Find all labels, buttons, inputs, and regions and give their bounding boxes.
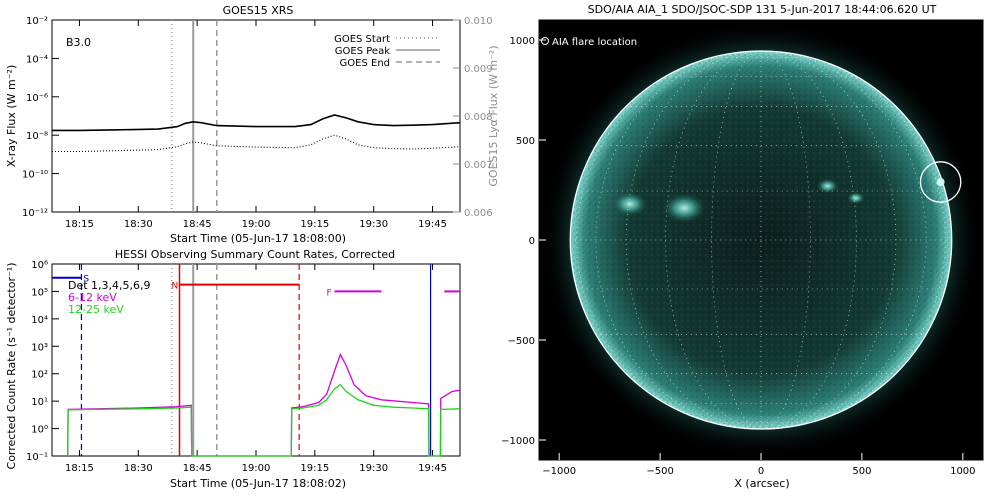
aia-x-tick-label: 0 — [758, 466, 764, 477]
aia-grid-longitude — [595, 50, 762, 430]
hessi-y-tick-label: 10⁵ — [31, 287, 48, 298]
goes-y2-tick-label: 0.008 — [464, 112, 493, 123]
hessi-y-axis-label: Corrected Count Rate (s⁻¹ detector⁻¹) — [5, 263, 18, 470]
goes-y-tick-label: 10⁻⁴ — [26, 54, 48, 65]
aia-active-region — [816, 178, 839, 194]
hessi-x-tick-label: 18:15 — [65, 463, 94, 474]
hessi-title: HESSI Observing Summary Count Rates, Cor… — [115, 248, 395, 261]
hessi-panel: HESSI Observing Summary Count Rates, Cor… — [5, 248, 461, 490]
goes-y2-tick-label: 0.010 — [464, 16, 493, 27]
goes-panel: GOES15 XRS 18:15 18:30 18:45 19:00 19:15 19:3… — [5, 4, 500, 245]
hessi-flag-label: F — [326, 288, 331, 298]
hessi-x-tick-label: 19:30 — [359, 463, 388, 474]
aia-active-region — [662, 192, 707, 224]
goes-y-tick-label: 10⁻⁸ — [26, 131, 48, 142]
hessi-y-ticks: 10⁶ 10⁵ 10⁴ 10³ 10² 10¹ 10⁰ 10⁻¹ — [26, 260, 59, 463]
goes-x-tick-label: 19:00 — [242, 219, 271, 230]
goes-x-ticks: 18:15 18:30 18:45 19:00 19:15 19:30 19:45 — [65, 20, 447, 230]
hessi-x-tick-label: 19:15 — [300, 463, 329, 474]
hessi-y-tick-label: 10⁶ — [31, 260, 48, 271]
goes-event-lines — [170, 20, 218, 212]
aia-x-tick-label: 1000 — [950, 466, 975, 477]
goes-x-tick-label: 18:45 — [183, 219, 212, 230]
aia-grid-longitude — [665, 50, 762, 430]
goes-y2-tick-label: 0.006 — [464, 208, 493, 219]
goes-class-label: B3.0 — [66, 36, 91, 49]
aia-x-tick-label: −1000 — [542, 466, 576, 477]
hessi-x-axis-label: Start Time (05-Jun-17 18:08:02) — [170, 477, 346, 490]
hessi-y-tick-label: 10⁻¹ — [26, 452, 48, 463]
hessi-series-line — [67, 383, 461, 457]
goes-x-tick-label: 18:30 — [124, 219, 153, 230]
goes-x-tick-label: 19:45 — [418, 219, 447, 230]
goes-y2-ticks: 0.010 0.009 0.008 0.007 0.006 — [453, 16, 493, 219]
aia-x-ticks: −1000 −500 0 500 1000 — [542, 453, 976, 477]
goes-title: GOES15 XRS — [223, 4, 294, 17]
hessi-series-line — [67, 352, 461, 457]
aia-flare-bright-spot — [936, 178, 945, 186]
aia-panel: SDO/AIA AIA_1 SDO/JSOC-SDP 131 5-Jun-201… — [501, 3, 984, 490]
aia-active-region — [611, 191, 648, 217]
hessi-y-tick-label: 10³ — [31, 342, 48, 353]
goes-y-axis-label: X-ray Flux (W m⁻²) — [5, 65, 18, 167]
hessi-flag-label: S — [83, 275, 89, 285]
hessi-x-tick-label: 19:45 — [418, 463, 447, 474]
goes-y-tick-label: 10⁻¹² — [22, 208, 48, 219]
hessi-legend-detectors: Det 1,3,4,5,6,9 — [68, 279, 151, 292]
hessi-legend-high: 12-25 keV — [68, 303, 124, 316]
goes-x-tick-label: 19:30 — [359, 219, 388, 230]
hessi-x-tick-label: 19:00 — [242, 463, 271, 474]
goes-y2-tick-label: 0.009 — [464, 64, 493, 75]
aia-y-tick-label: 1000 — [510, 36, 535, 47]
goes-series-line — [52, 114, 461, 132]
aia-y-tick-label: −500 — [508, 336, 535, 347]
goes-y-ticks: 10⁻² 10⁻⁴ 10⁻⁶ 10⁻⁸ 10⁻¹⁰ 10⁻¹² — [22, 16, 59, 219]
hessi-series — [67, 352, 461, 457]
hessi-y-tick-label: 10⁰ — [31, 425, 48, 436]
aia-heliographic-grid — [570, 50, 952, 430]
aia-annotation-label: AIA flare location — [552, 37, 637, 48]
hessi-y-tick-label: 10⁴ — [31, 315, 48, 326]
aia-x-tick-label: −500 — [646, 466, 673, 477]
goes-legend-label: GOES End — [340, 58, 390, 69]
hessi-x-tick-label: 18:30 — [124, 463, 153, 474]
aia-annotation-marker — [541, 37, 549, 45]
goes-y2-axis-label: GOES15 Lyα Flux (W m⁻²) — [487, 45, 500, 186]
goes-x-tick-label: 19:15 — [300, 219, 329, 230]
goes-legend-label: GOES Start — [334, 34, 390, 45]
aia-y-ticks: 1000 500 0 −500 −1000 — [501, 36, 546, 447]
goes-series — [52, 114, 461, 153]
goes-plot-frame — [51, 19, 461, 213]
aia-x-axis-label: X (arcsec) — [734, 477, 789, 490]
hessi-vertical-lines — [80, 264, 432, 456]
hessi-x-ticks: 18:15 18:30 18:45 19:00 19:15 19:30 19:45 — [65, 264, 447, 474]
hessi-legend-low: 6-12 keV — [68, 291, 117, 304]
hessi-flag-label: N — [172, 282, 179, 292]
aia-grid-longitude — [760, 50, 927, 430]
aia-y-tick-label: 0 — [529, 236, 535, 247]
aia-image — [539, 20, 983, 460]
aia-grid-longitude — [760, 50, 857, 430]
aia-title: SDO/AIA AIA_1 SDO/JSOC-SDP 131 5-Jun-201… — [588, 3, 937, 16]
aia-active-region — [846, 191, 865, 205]
goes-series-line — [52, 134, 461, 153]
aia-limb-outline — [569, 50, 953, 430]
aia-y-tick-label: −1000 — [501, 436, 535, 447]
goes-y-tick-label: 10⁻¹⁰ — [22, 170, 48, 181]
goes-y-tick-label: 10⁻² — [26, 16, 48, 27]
goes-x-axis-label: Start Time (05-Jun-17 18:08:00) — [170, 232, 346, 245]
hessi-y-tick-label: 10² — [31, 370, 48, 381]
goes-legend-label: GOES Peak — [335, 46, 390, 57]
aia-x-tick-label: 500 — [852, 466, 871, 477]
hessi-flags: S N F — [52, 275, 460, 298]
aia-y-tick-label: 500 — [516, 136, 535, 147]
hessi-y-tick-label: 10¹ — [31, 397, 48, 408]
aia-flare-location-circle — [919, 161, 962, 203]
goes-y-tick-label: 10⁻⁶ — [26, 93, 48, 104]
hessi-x-tick-label: 18:45 — [183, 463, 212, 474]
goes-y2-tick-label: 0.007 — [464, 160, 493, 171]
goes-x-tick-label: 18:15 — [65, 219, 94, 230]
